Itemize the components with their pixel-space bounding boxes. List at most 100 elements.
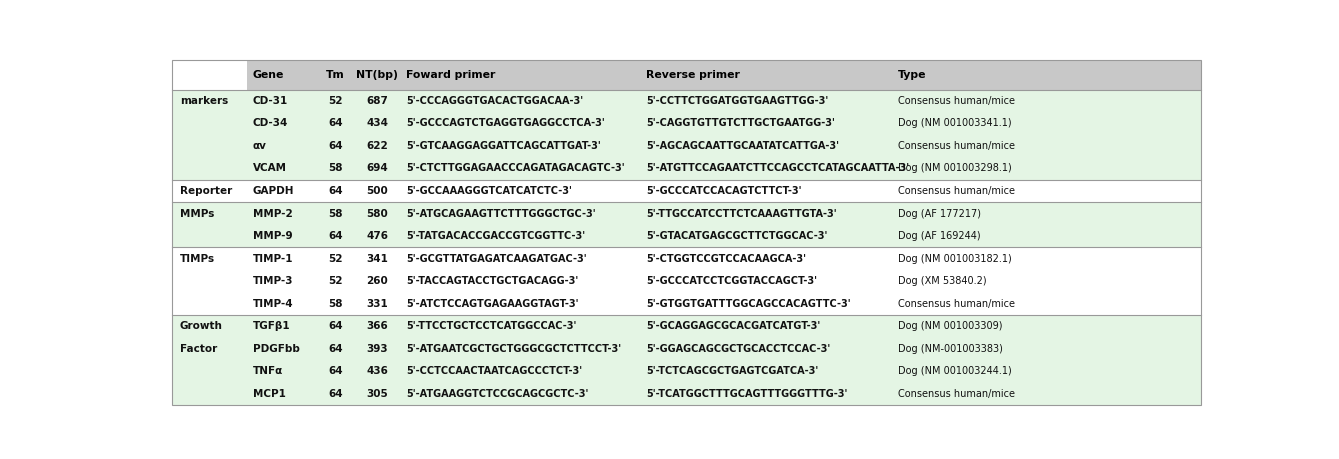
- Text: TIMP-3: TIMP-3: [253, 276, 293, 286]
- Bar: [171, 90, 1201, 112]
- Text: Gene: Gene: [253, 70, 284, 80]
- Text: MCP1: MCP1: [253, 389, 285, 399]
- Text: 64: 64: [328, 389, 343, 399]
- Text: 436: 436: [367, 366, 388, 376]
- Text: 622: 622: [367, 141, 388, 151]
- Text: TGFβ1: TGFβ1: [253, 321, 291, 331]
- Text: 580: 580: [367, 208, 388, 218]
- Text: Consensus human/mice: Consensus human/mice: [898, 96, 1015, 106]
- Bar: [171, 360, 1201, 382]
- Text: 5'-GCCCAGTCTGAGGTGAGGCCTCA-3': 5'-GCCCAGTCTGAGGTGAGGCCTCA-3': [406, 118, 605, 129]
- Text: 687: 687: [367, 96, 388, 106]
- Text: 5'-GCCAAAGGGTCATCATCTC-3': 5'-GCCAAAGGGTCATCATCTC-3': [406, 186, 572, 196]
- Text: Dog (NM 001003309): Dog (NM 001003309): [898, 321, 1003, 331]
- Text: 393: 393: [367, 344, 388, 354]
- Text: 5'-TCTCAGCGCTGAGTCGATCA-3': 5'-TCTCAGCGCTGAGTCGATCA-3': [647, 366, 818, 376]
- Text: 52: 52: [328, 96, 343, 106]
- Text: 5'-ATCTCCAGTGAGAAGGTAGT-3': 5'-ATCTCCAGTGAGAAGGTAGT-3': [406, 299, 578, 308]
- Text: 64: 64: [328, 231, 343, 241]
- Text: Consensus human/mice: Consensus human/mice: [898, 186, 1015, 196]
- Text: 5'-CTCTTGGAGAACCCAGATAGACAGTC-3': 5'-CTCTTGGAGAACCCAGATAGACAGTC-3': [406, 163, 625, 174]
- Text: VCAM: VCAM: [253, 163, 287, 174]
- Text: 5'-GTCAAGGAGGATTCAGCATTGAT-3': 5'-GTCAAGGAGGATTCAGCATTGAT-3': [406, 141, 601, 151]
- Bar: [171, 225, 1201, 247]
- Text: 64: 64: [328, 366, 343, 376]
- Text: 500: 500: [367, 186, 388, 196]
- Text: Consensus human/mice: Consensus human/mice: [898, 141, 1015, 151]
- Text: Dog (AF 177217): Dog (AF 177217): [898, 208, 981, 218]
- Text: markers: markers: [179, 96, 228, 106]
- Text: Growth: Growth: [179, 321, 222, 331]
- Bar: [171, 157, 1201, 180]
- Text: 5'-GCCCATCCTCGGTACCAGCT-3': 5'-GCCCATCCTCGGTACCAGCT-3': [647, 276, 817, 286]
- Bar: [171, 315, 1201, 337]
- Text: 694: 694: [367, 163, 388, 174]
- Bar: [171, 337, 1201, 360]
- Text: 64: 64: [328, 118, 343, 129]
- Text: CD-31: CD-31: [253, 96, 288, 106]
- Text: 5'-CCCAGGGTGACACTGGACAA-3': 5'-CCCAGGGTGACACTGGACAA-3': [406, 96, 584, 106]
- Text: Reverse primer: Reverse primer: [647, 70, 740, 80]
- Text: 58: 58: [328, 208, 343, 218]
- Text: 64: 64: [328, 186, 343, 196]
- Text: 341: 341: [367, 253, 388, 263]
- Text: MMP-9: MMP-9: [253, 231, 292, 241]
- Bar: [246, 61, 1201, 90]
- Bar: [171, 202, 1201, 225]
- Text: Dog (NM 001003341.1): Dog (NM 001003341.1): [898, 118, 1012, 129]
- Text: MMPs: MMPs: [179, 208, 214, 218]
- Text: 5'-GCGTTATGAGATCAAGATGAC-3': 5'-GCGTTATGAGATCAAGATGAC-3': [406, 253, 586, 263]
- Text: 5'-ATGAATCGCTGCTGGGCGCTCTTCCT-3': 5'-ATGAATCGCTGCTGGGCGCTCTTCCT-3': [406, 344, 621, 354]
- Text: 52: 52: [328, 253, 343, 263]
- Text: 5'-AGCAGCAATTGCAATATCATTGA-3': 5'-AGCAGCAATTGCAATATCATTGA-3': [647, 141, 840, 151]
- Text: Dog (AF 169244): Dog (AF 169244): [898, 231, 981, 241]
- Text: 5'-ATGCAGAAGTTCTTTGGGCTGC-3': 5'-ATGCAGAAGTTCTTTGGGCTGC-3': [406, 208, 596, 218]
- Text: TIMP-1: TIMP-1: [253, 253, 293, 263]
- Text: 5'-CCTCCAACTAATCAGCCCTCT-3': 5'-CCTCCAACTAATCAGCCCTCT-3': [406, 366, 582, 376]
- Text: 5'-TATGACACCGACCGTCGGTTC-3': 5'-TATGACACCGACCGTCGGTTC-3': [406, 231, 585, 241]
- Text: CD-34: CD-34: [253, 118, 288, 129]
- Text: 366: 366: [367, 321, 388, 331]
- Bar: [171, 134, 1201, 157]
- Text: 64: 64: [328, 321, 343, 331]
- Text: Tm: Tm: [325, 70, 344, 80]
- Text: 64: 64: [328, 344, 343, 354]
- Bar: [171, 270, 1201, 292]
- Text: 434: 434: [367, 118, 388, 129]
- Text: Reporter: Reporter: [179, 186, 232, 196]
- Text: 5'-GCCCATCCACAGTCTTCT-3': 5'-GCCCATCCACAGTCTTCT-3': [647, 186, 802, 196]
- Text: Foward primer: Foward primer: [406, 70, 495, 80]
- Text: Dog (NM 001003298.1): Dog (NM 001003298.1): [898, 163, 1012, 174]
- Text: 5'-ATGTTCCAGAATCTTCCAGCCTCATAGCAATTA-3': 5'-ATGTTCCAGAATCTTCCAGCCTCATAGCAATTA-3': [647, 163, 909, 174]
- Bar: [171, 112, 1201, 134]
- Text: 5'-GGAGCAGCGCTGCACCTCCAC-3': 5'-GGAGCAGCGCTGCACCTCCAC-3': [647, 344, 830, 354]
- Text: Type: Type: [898, 70, 927, 80]
- Text: 5'-GTACATGAGCGCTTCTGGCAC-3': 5'-GTACATGAGCGCTTCTGGCAC-3': [647, 231, 828, 241]
- Text: 476: 476: [367, 231, 388, 241]
- Text: Dog (NM-001003383): Dog (NM-001003383): [898, 344, 1003, 354]
- Text: TIMP-4: TIMP-4: [253, 299, 293, 308]
- Text: 5'-GCAGGAGCGCACGATCATGT-3': 5'-GCAGGAGCGCACGATCATGT-3': [647, 321, 821, 331]
- Text: GAPDH: GAPDH: [253, 186, 295, 196]
- Text: αv: αv: [253, 141, 266, 151]
- Bar: [171, 292, 1201, 315]
- Text: NT(bp): NT(bp): [356, 70, 398, 80]
- Text: 5'-TCATGGCTTTGCAGTTTGGGTTTG-3': 5'-TCATGGCTTTGCAGTTTGGGTTTG-3': [647, 389, 848, 399]
- Text: Consensus human/mice: Consensus human/mice: [898, 389, 1015, 399]
- Text: 260: 260: [367, 276, 388, 286]
- Text: 64: 64: [328, 141, 343, 151]
- Text: TIMPs: TIMPs: [179, 253, 214, 263]
- Text: 5'-ATGAAGGTCTCCGCAGCGCTC-3': 5'-ATGAAGGTCTCCGCAGCGCTC-3': [406, 389, 589, 399]
- Text: 5'-CTGGTCCGTCCACAAGCA-3': 5'-CTGGTCCGTCCACAAGCA-3': [647, 253, 806, 263]
- Text: 5'-TTGCCATCCTTCTCAAAGTTGTA-3': 5'-TTGCCATCCTTCTCAAAGTTGTA-3': [647, 208, 837, 218]
- Text: TNFα: TNFα: [253, 366, 283, 376]
- Text: PDGFbb: PDGFbb: [253, 344, 300, 354]
- Text: 305: 305: [367, 389, 388, 399]
- Text: Factor: Factor: [179, 344, 217, 354]
- Text: Dog (XM 53840.2): Dog (XM 53840.2): [898, 276, 987, 286]
- Text: 58: 58: [328, 299, 343, 308]
- Text: 5'-TACCAGTACCTGCTGACAGG-3': 5'-TACCAGTACCTGCTGACAGG-3': [406, 276, 578, 286]
- Text: 5'-CCTTCTGGATGGTGAAGTTGG-3': 5'-CCTTCTGGATGGTGAAGTTGG-3': [647, 96, 829, 106]
- Text: 5'-GTGGTGATTTGGCAGCCACAGTTC-3': 5'-GTGGTGATTTGGCAGCCACAGTTC-3': [647, 299, 850, 308]
- Bar: [171, 382, 1201, 405]
